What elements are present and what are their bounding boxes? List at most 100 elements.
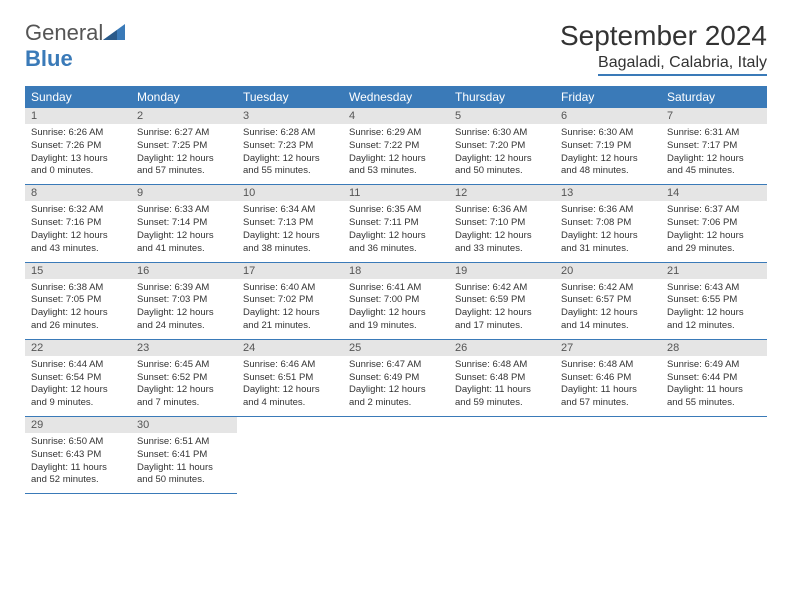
day-ss: Sunset: 7:26 PM	[31, 140, 125, 153]
day-number: 5	[449, 108, 555, 124]
day-sr: Sunrise: 6:40 AM	[243, 282, 337, 295]
day-sr: Sunrise: 6:30 AM	[561, 127, 655, 140]
day-cell: 6Sunrise: 6:30 AMSunset: 7:19 PMDaylight…	[555, 108, 661, 185]
day-ss: Sunset: 7:06 PM	[667, 217, 761, 230]
day-dl: Daylight: 12 hours and 12 minutes.	[667, 307, 761, 333]
day-ss: Sunset: 7:10 PM	[455, 217, 549, 230]
day-ss: Sunset: 6:44 PM	[667, 372, 761, 385]
day-body: Sunrise: 6:49 AMSunset: 6:44 PMDaylight:…	[661, 356, 767, 416]
logo-text: GeneralBlue	[25, 20, 125, 72]
day-dl: Daylight: 11 hours and 57 minutes.	[561, 384, 655, 410]
day-cell: 19Sunrise: 6:42 AMSunset: 6:59 PMDayligh…	[449, 262, 555, 339]
day-body: Sunrise: 6:50 AMSunset: 6:43 PMDaylight:…	[25, 433, 131, 493]
day-dl: Daylight: 12 hours and 9 minutes.	[31, 384, 125, 410]
day-number: 13	[555, 185, 661, 201]
day-sr: Sunrise: 6:42 AM	[561, 282, 655, 295]
day-ss: Sunset: 6:49 PM	[349, 372, 443, 385]
day-cell	[661, 417, 767, 494]
day-cell: 4Sunrise: 6:29 AMSunset: 7:22 PMDaylight…	[343, 108, 449, 185]
day-dl: Daylight: 12 hours and 17 minutes.	[455, 307, 549, 333]
day-dl: Daylight: 12 hours and 43 minutes.	[31, 230, 125, 256]
week-row: 29Sunrise: 6:50 AMSunset: 6:43 PMDayligh…	[25, 417, 767, 494]
day-dl: Daylight: 12 hours and 48 minutes.	[561, 153, 655, 179]
day-cell: 1Sunrise: 6:26 AMSunset: 7:26 PMDaylight…	[25, 108, 131, 185]
day-body: Sunrise: 6:26 AMSunset: 7:26 PMDaylight:…	[25, 124, 131, 184]
day-body: Sunrise: 6:43 AMSunset: 6:55 PMDaylight:…	[661, 279, 767, 339]
day-cell: 21Sunrise: 6:43 AMSunset: 6:55 PMDayligh…	[661, 262, 767, 339]
day-ss: Sunset: 6:55 PM	[667, 294, 761, 307]
day-cell: 29Sunrise: 6:50 AMSunset: 6:43 PMDayligh…	[25, 417, 131, 494]
day-ss: Sunset: 7:25 PM	[137, 140, 231, 153]
day-header: Monday	[131, 86, 237, 108]
day-cell: 17Sunrise: 6:40 AMSunset: 7:02 PMDayligh…	[237, 262, 343, 339]
day-sr: Sunrise: 6:42 AM	[455, 282, 549, 295]
day-header: Tuesday	[237, 86, 343, 108]
day-number: 10	[237, 185, 343, 201]
day-ss: Sunset: 7:14 PM	[137, 217, 231, 230]
logo-text-blue: Blue	[25, 46, 73, 71]
day-sr: Sunrise: 6:29 AM	[349, 127, 443, 140]
day-ss: Sunset: 6:59 PM	[455, 294, 549, 307]
day-cell: 10Sunrise: 6:34 AMSunset: 7:13 PMDayligh…	[237, 185, 343, 262]
day-number: 25	[343, 340, 449, 356]
day-body: Sunrise: 6:28 AMSunset: 7:23 PMDaylight:…	[237, 124, 343, 184]
day-cell: 3Sunrise: 6:28 AMSunset: 7:23 PMDaylight…	[237, 108, 343, 185]
day-dl: Daylight: 11 hours and 52 minutes.	[31, 462, 125, 488]
day-ss: Sunset: 6:48 PM	[455, 372, 549, 385]
day-cell: 8Sunrise: 6:32 AMSunset: 7:16 PMDaylight…	[25, 185, 131, 262]
day-ss: Sunset: 7:08 PM	[561, 217, 655, 230]
day-sr: Sunrise: 6:27 AM	[137, 127, 231, 140]
day-dl: Daylight: 12 hours and 4 minutes.	[243, 384, 337, 410]
day-ss: Sunset: 7:03 PM	[137, 294, 231, 307]
day-dl: Daylight: 13 hours and 0 minutes.	[31, 153, 125, 179]
day-dl: Daylight: 11 hours and 59 minutes.	[455, 384, 549, 410]
day-cell: 25Sunrise: 6:47 AMSunset: 6:49 PMDayligh…	[343, 339, 449, 416]
day-dl: Daylight: 12 hours and 50 minutes.	[455, 153, 549, 179]
day-dl: Daylight: 12 hours and 38 minutes.	[243, 230, 337, 256]
day-body: Sunrise: 6:46 AMSunset: 6:51 PMDaylight:…	[237, 356, 343, 416]
day-cell: 2Sunrise: 6:27 AMSunset: 7:25 PMDaylight…	[131, 108, 237, 185]
day-sr: Sunrise: 6:30 AM	[455, 127, 549, 140]
day-number: 29	[25, 417, 131, 433]
header: GeneralBlue September 2024 Bagaladi, Cal…	[25, 20, 767, 76]
day-dl: Daylight: 12 hours and 55 minutes.	[243, 153, 337, 179]
day-number: 16	[131, 263, 237, 279]
day-body: Sunrise: 6:34 AMSunset: 7:13 PMDaylight:…	[237, 201, 343, 261]
day-body: Sunrise: 6:31 AMSunset: 7:17 PMDaylight:…	[661, 124, 767, 184]
day-ss: Sunset: 6:57 PM	[561, 294, 655, 307]
day-dl: Daylight: 11 hours and 50 minutes.	[137, 462, 231, 488]
day-dl: Daylight: 12 hours and 57 minutes.	[137, 153, 231, 179]
day-sr: Sunrise: 6:37 AM	[667, 204, 761, 217]
logo-triangle-icon	[103, 24, 125, 40]
day-header: Friday	[555, 86, 661, 108]
day-body: Sunrise: 6:47 AMSunset: 6:49 PMDaylight:…	[343, 356, 449, 416]
day-header: Thursday	[449, 86, 555, 108]
day-dl: Daylight: 12 hours and 29 minutes.	[667, 230, 761, 256]
day-ss: Sunset: 7:11 PM	[349, 217, 443, 230]
calendar-table: SundayMondayTuesdayWednesdayThursdayFrid…	[25, 86, 767, 494]
day-cell: 13Sunrise: 6:36 AMSunset: 7:08 PMDayligh…	[555, 185, 661, 262]
day-cell: 22Sunrise: 6:44 AMSunset: 6:54 PMDayligh…	[25, 339, 131, 416]
day-cell	[343, 417, 449, 494]
day-dl: Daylight: 12 hours and 33 minutes.	[455, 230, 549, 256]
title-block: September 2024 Bagaladi, Calabria, Italy	[560, 20, 767, 76]
day-header: Saturday	[661, 86, 767, 108]
day-number: 28	[661, 340, 767, 356]
day-sr: Sunrise: 6:43 AM	[667, 282, 761, 295]
day-cell: 14Sunrise: 6:37 AMSunset: 7:06 PMDayligh…	[661, 185, 767, 262]
day-cell: 23Sunrise: 6:45 AMSunset: 6:52 PMDayligh…	[131, 339, 237, 416]
day-body: Sunrise: 6:51 AMSunset: 6:41 PMDaylight:…	[131, 433, 237, 493]
day-sr: Sunrise: 6:50 AM	[31, 436, 125, 449]
day-body: Sunrise: 6:32 AMSunset: 7:16 PMDaylight:…	[25, 201, 131, 261]
day-sr: Sunrise: 6:41 AM	[349, 282, 443, 295]
day-body: Sunrise: 6:41 AMSunset: 7:00 PMDaylight:…	[343, 279, 449, 339]
day-cell: 18Sunrise: 6:41 AMSunset: 7:00 PMDayligh…	[343, 262, 449, 339]
day-body: Sunrise: 6:30 AMSunset: 7:20 PMDaylight:…	[449, 124, 555, 184]
day-ss: Sunset: 7:22 PM	[349, 140, 443, 153]
day-dl: Daylight: 12 hours and 19 minutes.	[349, 307, 443, 333]
day-number: 15	[25, 263, 131, 279]
day-ss: Sunset: 6:51 PM	[243, 372, 337, 385]
calendar-body: 1Sunrise: 6:26 AMSunset: 7:26 PMDaylight…	[25, 108, 767, 494]
day-body: Sunrise: 6:27 AMSunset: 7:25 PMDaylight:…	[131, 124, 237, 184]
day-sr: Sunrise: 6:48 AM	[455, 359, 549, 372]
